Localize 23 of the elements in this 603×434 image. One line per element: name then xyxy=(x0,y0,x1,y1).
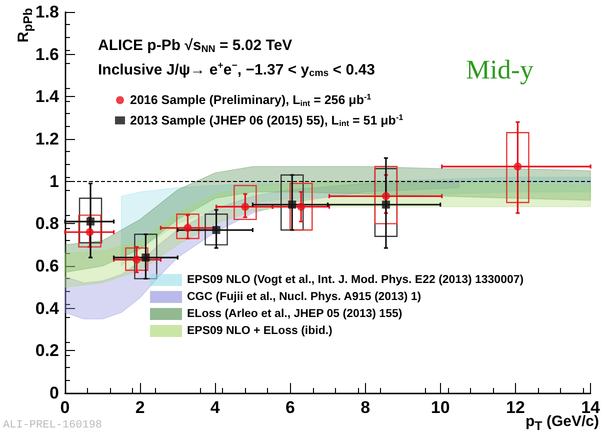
x-tick-label: 4 xyxy=(210,398,220,417)
legend-label: EPS09 NLO + ELoss (ibid.) xyxy=(187,325,333,337)
y-tick-label: 1.4 xyxy=(35,87,60,106)
legend-label: CGC (Fujii et al., Nucl. Phys. A915 (2013) 1) xyxy=(187,291,422,303)
x-tick-label: 8 xyxy=(360,398,370,417)
y-tick-label: 1.2 xyxy=(35,130,59,148)
y-tick-label: 1 xyxy=(50,172,59,191)
y-tick-label: 0.8 xyxy=(35,214,59,234)
y-tick-label: 1.8 xyxy=(35,2,59,22)
y-tick-label: 1.6 xyxy=(35,44,59,64)
legend-label: EPS09 NLO (Vogt et al., Int. J. Mod. Phys. E22 (2013) 1330007) xyxy=(187,274,524,286)
x-tick-label: 12 xyxy=(506,398,525,417)
x-tick-label: 10 xyxy=(430,398,450,417)
x-tick-label: 2 xyxy=(135,398,145,417)
y-tick-label: 0.2 xyxy=(35,341,59,360)
y-tick-label: 0 xyxy=(50,384,59,402)
annotation: Mid-y xyxy=(466,54,534,84)
x-axis-title: p$_{T}$ (GeV/c) xyxy=(526,413,599,433)
legend-label: ELoss (Arleo et al., JHEP 05 (2013) 155) xyxy=(187,308,402,320)
text: ALI-PREL-160198 xyxy=(3,420,102,432)
y-tick-label: 0.6 xyxy=(35,256,59,276)
x-tick-label: 6 xyxy=(286,398,295,417)
y-tick-label: 0.4 xyxy=(35,298,60,318)
